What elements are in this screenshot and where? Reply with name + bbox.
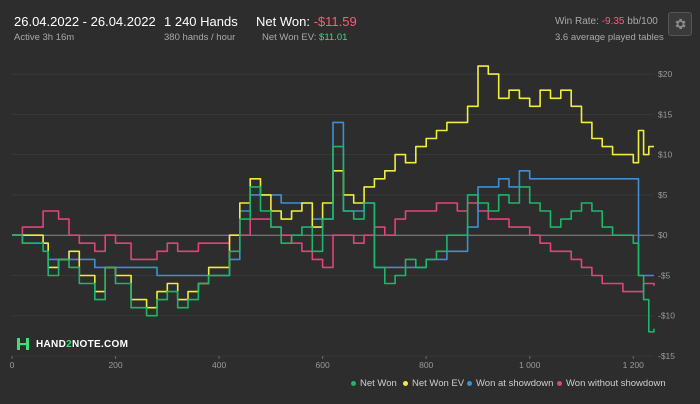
date-range: 26.04.2022 - 26.04.2022: [14, 14, 156, 29]
legend-dot: [351, 381, 356, 386]
x-axis: 0 200 400 600 800 1 000 1 200: [10, 356, 645, 370]
x-tick-label: 1 000: [519, 360, 541, 370]
legend-net-won-ev[interactable]: Net Won EV: [403, 378, 464, 389]
net-won-ev-value: $11.01: [319, 32, 348, 43]
win-rate-value: -9.35: [601, 16, 625, 27]
y-tick-label: $20: [658, 69, 672, 79]
y-tick-label: $0: [658, 230, 668, 240]
legend-label: Won without showdown: [566, 378, 666, 389]
y-tick-label: $5: [658, 190, 668, 200]
legend-net-won[interactable]: Net Won: [351, 378, 397, 389]
x-tick-label: 1 200: [623, 360, 645, 370]
series-no-showdown: [12, 202, 655, 293]
win-rate: Win Rate: -9.35 bb/100: [555, 16, 658, 27]
win-rate-label: Win Rate:: [555, 16, 599, 27]
legend-dot: [557, 381, 562, 386]
net-won-label: Net Won:: [256, 14, 310, 29]
average-tables: 3.6 average played tables: [555, 32, 664, 43]
net-won-ev: Net Won EV: $11.01: [262, 32, 347, 43]
legend-label: Net Won: [360, 378, 397, 389]
series-net-won-ev: [12, 65, 654, 309]
legend-label: Won at showdown: [476, 378, 554, 389]
y-tick-label: $10: [658, 150, 672, 160]
x-tick-label: 0: [10, 360, 15, 370]
legend-showdown[interactable]: Won at showdown: [467, 378, 553, 389]
logo-text: HAND2NOTE.COM: [36, 338, 129, 350]
net-won-ev-label: Net Won EV:: [262, 32, 317, 43]
x-tick-label: 400: [212, 360, 226, 370]
y-tick-label: -$10: [658, 311, 675, 321]
y-tick-label: -$15: [658, 351, 675, 361]
legend-dot: [467, 381, 472, 386]
series-net-won: [12, 145, 655, 333]
legend-no-showdown[interactable]: Won without showdown: [557, 378, 666, 389]
y-axis: $20 $15 $10 $5 $0 -$5 -$10 -$15: [658, 69, 675, 361]
y-tick-label: $15: [658, 109, 672, 119]
chart-series: [12, 65, 655, 333]
net-won-value: -$11.59: [313, 14, 357, 29]
win-rate-unit: bb/100: [627, 16, 658, 27]
gear-icon: [675, 18, 686, 30]
active-duration: Active 3h 16m: [14, 32, 75, 43]
legend-label: Net Won EV: [412, 378, 465, 389]
hands-count: 1 240 Hands: [164, 14, 238, 29]
hand2note-logo: HAND2NOTE.COM: [16, 337, 128, 351]
settings-button[interactable]: [668, 12, 692, 36]
net-won: Net Won: -$11.59: [256, 14, 357, 29]
x-tick-label: 200: [108, 360, 122, 370]
legend-dot: [403, 381, 408, 386]
hand2note-logo-icon: [17, 338, 29, 350]
x-tick-label: 600: [316, 360, 330, 370]
y-tick-label: -$5: [658, 270, 671, 280]
x-tick-label: 800: [419, 360, 433, 370]
hands-rate: 380 hands / hour: [164, 32, 236, 43]
